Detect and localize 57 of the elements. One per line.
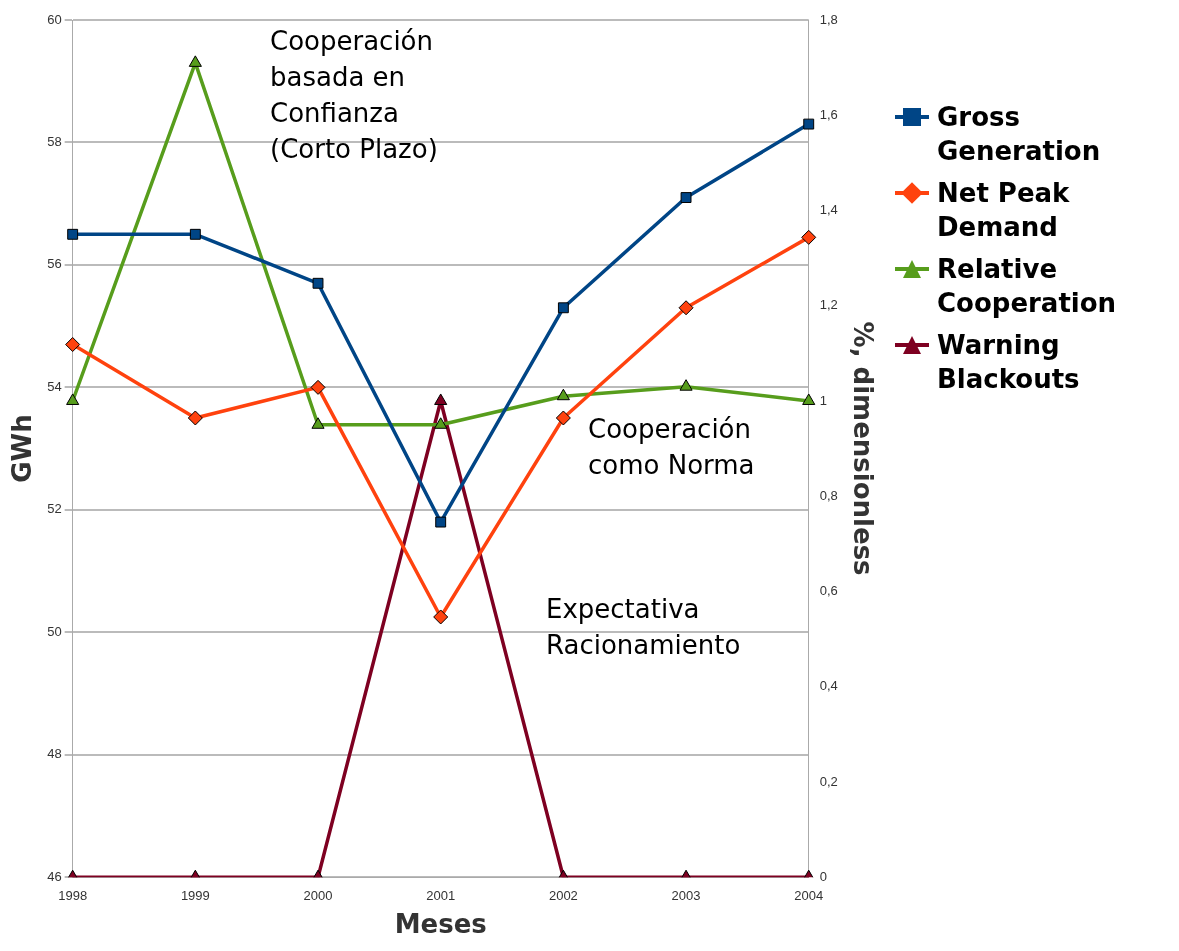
point (803, 118, 815, 130)
y2-tick-label: 1,6 (819, 106, 838, 122)
x-tick-label: 2000 (303, 887, 333, 903)
y2-tick-label: 0,4 (819, 678, 838, 694)
point (802, 393, 816, 405)
legend-label: Warning Blackouts (937, 329, 1081, 396)
point (680, 192, 692, 204)
y2-tick-label: 1,2 (819, 297, 838, 313)
y2-axis-title: %, dimensionless (847, 321, 878, 576)
y-tick-label: 48 (47, 746, 62, 762)
x-tick-label: 2002 (548, 887, 578, 903)
y-tick-label: 50 (47, 623, 62, 639)
point (187, 410, 203, 426)
y-tick-label: 60 (47, 11, 62, 27)
point (679, 379, 693, 391)
point (433, 609, 449, 625)
y-tick-label: 46 (47, 868, 62, 884)
point (310, 379, 326, 395)
point (435, 516, 447, 528)
point (556, 388, 570, 401)
y2-tick-label: 1,8 (819, 11, 838, 27)
y-tick-label: 52 (47, 501, 62, 517)
y-axis-title: GWh (7, 414, 38, 483)
y-tick-label: 56 (47, 256, 62, 272)
point (65, 337, 81, 353)
y2-tick-label: 0,2 (819, 773, 838, 789)
x-tick-label: 2004 (794, 887, 824, 903)
point (434, 393, 448, 405)
point (312, 277, 324, 289)
point (189, 228, 201, 240)
legend-label: Gross Generation (937, 101, 1102, 168)
y2-tick-label: 1,4 (819, 202, 838, 218)
y-tick-label: 58 (47, 134, 62, 150)
x-tick-label: 1999 (180, 887, 210, 903)
point (67, 228, 79, 240)
annotation: Cooperación como Norma (588, 413, 755, 480)
point (555, 410, 571, 426)
point (188, 55, 202, 67)
point (801, 229, 817, 245)
y2-tick-label: 0,8 (819, 487, 838, 503)
y2-tick-label: 0,6 (819, 583, 838, 599)
point (678, 300, 694, 316)
point (66, 393, 80, 405)
x-tick-label: 2001 (426, 887, 456, 903)
x-tick-label: 1998 (58, 887, 88, 903)
legend-label: Relative Cooperation (937, 253, 1118, 320)
x-axis-title: Meses (394, 909, 487, 940)
y2-tick-label: 1 (819, 392, 827, 408)
y-tick-label: 54 (47, 378, 62, 394)
annotation: Expectativa Racionamiento (546, 593, 741, 660)
point (557, 302, 569, 314)
annotation: Cooperación basada en Confianza (Corto Plazo) (270, 25, 438, 164)
x-tick-label: 2003 (671, 887, 701, 903)
y2-tick-label: 0 (819, 868, 827, 884)
legend-label: Net Peak Demand (937, 177, 1071, 244)
point (311, 417, 325, 429)
point (434, 417, 448, 429)
